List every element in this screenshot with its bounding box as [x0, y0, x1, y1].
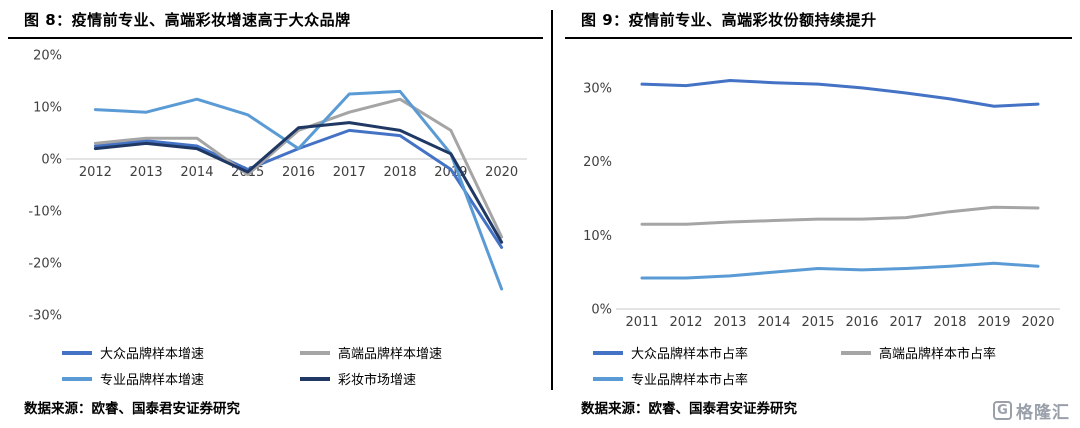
legend-label: 高端品牌样本市占率: [879, 347, 997, 362]
figure-9-panel: 图 9：疫情前专业、高端彩妆份额持续提升 30% 20% 10% 0% 2011 2012…: [551, 0, 1080, 428]
svg-text:2013: 2013: [713, 315, 746, 330]
svg-text:10%: 10%: [33, 101, 62, 116]
gelonghui-g-icon: G: [993, 401, 1012, 420]
legend-item: 高端品牌样本增速: [300, 343, 543, 362]
legend-line-swatch: [593, 350, 623, 355]
legend-item: 大众品牌样本增速: [62, 343, 300, 362]
legend-label: 彩妆市场增速: [338, 373, 417, 388]
svg-text:2012: 2012: [79, 165, 112, 180]
svg-text:2019: 2019: [977, 315, 1010, 330]
gelonghui-logo-text: 格隆汇: [1016, 403, 1070, 423]
legend-item: 专业品牌样本增速: [62, 369, 300, 388]
legend-item: 专业品牌样本市占率: [593, 369, 841, 388]
svg-text:0%: 0%: [41, 153, 62, 168]
svg-text:-30%: -30%: [28, 309, 62, 324]
svg-text:2012: 2012: [669, 315, 702, 330]
svg-text:2016: 2016: [845, 315, 878, 330]
figure-9-source: 数据来源：欧睿、国泰君安证券研究: [581, 401, 797, 417]
svg-text:2014: 2014: [180, 165, 213, 180]
legend-item: 彩妆市场增速: [300, 369, 543, 388]
svg-text:20%: 20%: [583, 155, 612, 170]
svg-text:30%: 30%: [583, 81, 612, 96]
svg-text:2020: 2020: [1021, 315, 1054, 330]
svg-text:2020: 2020: [485, 165, 518, 180]
figure-9-legend: 大众品牌样本市占率 高端品牌样本市占率专业品牌样本市占率: [593, 343, 1072, 388]
figure-8-title: 图 8：疫情前专业、高端彩妆增速高于大众品牌: [8, 6, 543, 39]
legend-line-swatch: [593, 376, 623, 381]
legend-line-swatch: [841, 350, 871, 355]
svg-text:2018: 2018: [384, 165, 417, 180]
figure-8-legend: 大众品牌样本增速 高端品牌样本增速专业品牌样本增速 彩妆市场增速: [62, 343, 543, 388]
legend-item: 高端品牌样本市占率: [841, 343, 1072, 362]
svg-text:2017: 2017: [333, 165, 366, 180]
svg-text:-20%: -20%: [28, 257, 62, 272]
legend-label: 专业品牌样本市占率: [631, 373, 749, 388]
svg-text:2016: 2016: [282, 165, 315, 180]
legend-label: 大众品牌样本增速: [100, 347, 205, 362]
panel-divider: [551, 10, 553, 390]
svg-text:2017: 2017: [889, 315, 922, 330]
figure-8-panel: 图 8：疫情前专业、高端彩妆增速高于大众品牌 20% 10% 0% -10% -20% -…: [8, 6, 543, 417]
svg-text:-10%: -10%: [28, 205, 62, 220]
figure-8-source: 数据来源：欧睿、国泰君安证券研究: [24, 401, 240, 417]
svg-text:20%: 20%: [33, 49, 62, 64]
svg-text:2014: 2014: [757, 315, 790, 330]
legend-label: 高端品牌样本增速: [338, 347, 443, 362]
legend-line-swatch: [300, 376, 330, 381]
legend-line-swatch: [62, 350, 92, 355]
svg-text:2015: 2015: [801, 315, 834, 330]
svg-text:2013: 2013: [130, 165, 163, 180]
legend-label: 专业品牌样本增速: [100, 373, 205, 388]
legend-item: 大众品牌样本市占率: [593, 343, 841, 362]
gelonghui-logo: G 格隆汇: [993, 398, 1070, 423]
legend-line-swatch: [62, 376, 92, 381]
figure-9-chart: 30% 20% 10% 0% 2011 2012 2013 2014 2015 2016 2017 2…: [583, 78, 1060, 330]
figure-8-chart: 20%10%0%-10%-20%-30%2012 2013 2014 2015 2016…: [28, 49, 527, 324]
legend-line-swatch: [300, 350, 330, 355]
svg-text:2018: 2018: [933, 315, 966, 330]
svg-text:0%: 0%: [591, 303, 612, 318]
legend-label: 大众品牌样本市占率: [631, 347, 749, 362]
figure-9-title: 图 9：疫情前专业、高端彩妆份额持续提升: [565, 6, 1072, 39]
svg-text:2011: 2011: [625, 315, 658, 330]
svg-text:10%: 10%: [583, 229, 612, 244]
